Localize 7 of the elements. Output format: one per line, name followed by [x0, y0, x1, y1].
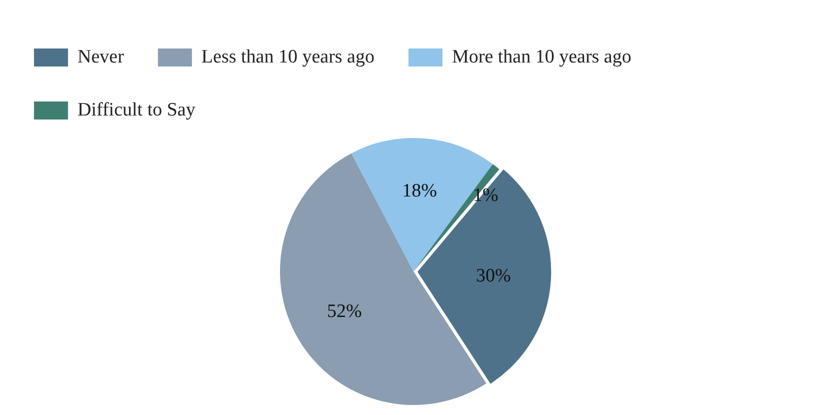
- legend-label: Never: [78, 46, 125, 68]
- data-label: 18%: [402, 180, 438, 202]
- data-label: 52%: [326, 301, 362, 322]
- legend-label: More than 10 years ago: [452, 46, 632, 68]
- data-label: 30%: [476, 265, 512, 286]
- legend-label: Difficult to Say: [78, 99, 196, 120]
- legend-label: Less than 10 years ago: [201, 46, 374, 68]
